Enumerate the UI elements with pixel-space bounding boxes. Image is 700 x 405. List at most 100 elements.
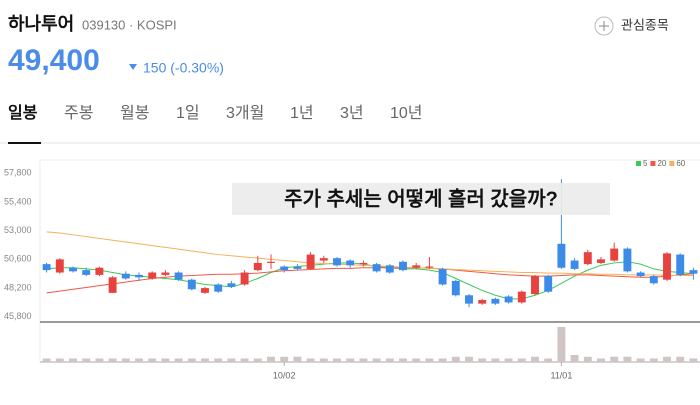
volume-bar <box>478 358 487 362</box>
candle-body <box>610 248 619 261</box>
tab[interactable]: 10년 <box>390 104 423 122</box>
watch-button[interactable]: 관심종목 <box>594 16 669 36</box>
legend-label: 5 <box>643 159 648 168</box>
candle-body <box>240 272 249 285</box>
tab[interactable]: 주봉 <box>64 105 93 122</box>
volume-bar <box>491 358 500 362</box>
volume-bar <box>319 358 328 362</box>
volume-bar <box>55 358 64 362</box>
candle-body <box>663 253 671 280</box>
x-tick-label: 10/02 <box>273 370 296 380</box>
volume-bar <box>451 356 460 362</box>
candle-body <box>623 248 632 272</box>
volume-bar <box>597 358 605 362</box>
volume-bar <box>267 356 275 362</box>
volume-bar <box>227 358 236 362</box>
candle-body <box>451 280 460 296</box>
tab[interactable]: 1년 <box>290 104 314 122</box>
candle-body <box>227 283 236 287</box>
candle-body <box>544 276 553 292</box>
y-tick-label: 53,000 <box>4 225 32 235</box>
volume-bar <box>649 358 658 362</box>
volume-bar <box>148 358 157 362</box>
volume-bar <box>557 327 566 362</box>
volume-bar <box>201 358 209 362</box>
candle-body <box>517 291 526 303</box>
candle-body <box>148 272 157 279</box>
candle-body <box>201 288 209 293</box>
candle-body <box>69 267 77 272</box>
candle-body <box>649 276 658 284</box>
volume-bar <box>438 358 447 362</box>
stock-name: 하나투어 <box>8 14 74 34</box>
legend-swatch <box>669 161 675 166</box>
tab[interactable]: 일봉 <box>8 104 38 122</box>
volume-bar <box>623 356 632 362</box>
candle-body <box>253 262 262 271</box>
volume-bar <box>517 358 526 362</box>
volume-bar <box>689 358 698 362</box>
candle-body <box>504 296 513 303</box>
volume-bar <box>531 356 539 362</box>
volume-bar <box>280 356 289 362</box>
volume-bar <box>82 358 91 362</box>
tab[interactable]: 1일 <box>176 104 200 122</box>
volume-bar <box>293 356 302 362</box>
candle-body <box>187 279 196 290</box>
x-tick-label: 11/01 <box>550 370 572 380</box>
candle-body <box>42 264 51 271</box>
volume-bar <box>372 358 381 362</box>
candle-body <box>214 284 223 292</box>
volume-bar <box>425 358 434 362</box>
candle-body <box>570 260 579 269</box>
legend-swatch <box>636 161 641 166</box>
candle-body <box>583 252 592 265</box>
plus-sign <box>599 21 609 31</box>
candle-body <box>346 260 355 266</box>
candle-body <box>465 295 473 304</box>
y-tick-label: 45,800 <box>4 311 32 321</box>
caption: 주가 추세는 어떻게 흘러 갔을까? <box>284 186 558 210</box>
candle-body <box>82 270 91 275</box>
volume-bar <box>187 358 196 362</box>
volume-bar <box>121 358 130 362</box>
candle-body <box>359 262 368 265</box>
volume-bar <box>346 358 355 362</box>
candle-body <box>267 261 275 263</box>
candle-body <box>557 243 566 268</box>
candle-body <box>121 273 130 279</box>
candle-body <box>95 267 104 275</box>
price: 49,400 <box>8 44 100 77</box>
volume-bar <box>108 358 117 362</box>
tab[interactable]: 3년 <box>340 104 364 122</box>
candle-body <box>108 277 117 293</box>
volume-bar <box>214 358 223 362</box>
candle-body <box>372 264 381 272</box>
candle-body <box>597 259 605 263</box>
candle-body <box>135 274 143 278</box>
candle-body <box>399 261 407 271</box>
candle-body <box>55 259 64 273</box>
volume-bar <box>570 355 579 362</box>
tab[interactable]: 3개월 <box>226 104 264 122</box>
y-tick-label: 55,400 <box>4 196 32 206</box>
candle-body <box>689 270 698 274</box>
caption-bg <box>232 183 610 215</box>
candle-body <box>478 300 487 304</box>
down-triangle <box>129 64 137 70</box>
tab[interactable]: 월봉 <box>120 104 149 122</box>
volume-bar <box>504 358 513 362</box>
volume-bar <box>95 358 104 362</box>
candle-body <box>438 268 447 285</box>
plus-icon <box>594 16 614 36</box>
candle-body <box>491 298 500 304</box>
volume-bar <box>663 356 671 362</box>
price-change: 150 (-0.30%) <box>143 60 224 76</box>
volume-bar <box>253 358 262 362</box>
volume-bar <box>42 358 51 362</box>
candle-body <box>293 266 302 269</box>
candle-body <box>412 265 421 268</box>
candle-body <box>385 265 394 273</box>
